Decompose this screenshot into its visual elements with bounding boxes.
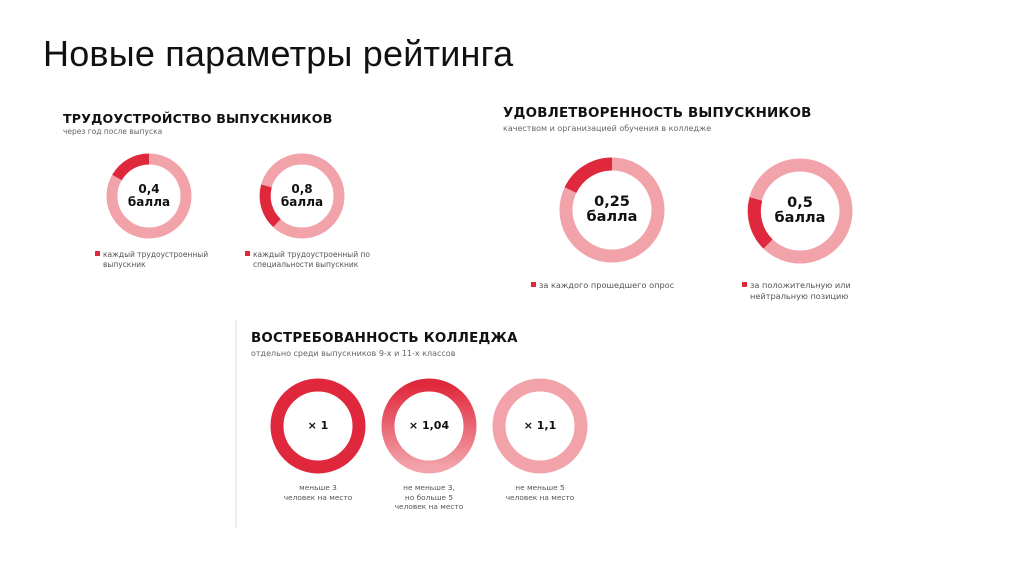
demand-title: ВОСТРЕБОВАННОСТЬ КОЛЛЕДЖА [251,331,518,346]
legend-text: каждый трудоустроенный [103,250,209,259]
caption-text: человек на место [283,492,353,502]
legend-text: каждый трудоустроенный по [253,250,370,259]
donut-ring-icon [747,158,853,264]
donut-ring-icon [259,153,345,239]
satisfaction-title: УДОВЛЕТВОРЕННОСТЬ ВЫПУСКНИКОВ [503,106,812,121]
ring-value: 0,25 балла [559,157,665,263]
ring-value-unit: балла [586,209,638,225]
demand-caption-1: меньше 3 человек на место [263,483,373,502]
employment-title: ТРУДОУСТРОЙСТВО ВЫПУСКНИКОВ [63,111,333,126]
employment-subtitle: через год после выпуска [63,127,163,136]
legend-text: специальности выпускник [253,260,359,270]
employment-legend-2: каждый трудоустроенный по специальности … [245,250,370,270]
satisfaction-legend-1: за каждого прошедшего опрос [531,280,674,291]
ring-icon [270,378,366,474]
ring-value: 0,8 балла [259,153,345,239]
satisfaction-ring-0-5: 0,5 балла [747,158,853,264]
legend-text: за каждого прошедшего опрос [539,280,675,290]
ring-value-number: 0,8 [291,182,313,197]
legend-text: выпускник [103,260,146,270]
ring-icon [381,378,477,474]
caption-text: но больше 5 [404,492,454,502]
ring-value-unit: балла [127,195,171,209]
ring-value-number: 0,5 [787,194,813,211]
demand-caption-3: не меньше 5 человек на место [485,483,595,502]
ring-value: 0,5 балла [747,158,853,264]
demand-subtitle: отдельно среди выпускников 9-х и 11-х кл… [251,349,456,358]
donut-ring-icon [559,157,665,263]
legend-text: за положительную или [750,280,851,290]
ring-value-unit: балла [774,210,826,226]
caption-text: меньше 3 [299,483,337,492]
demand-caption-2: не меньше 3, но больше 5 человек на мест… [374,483,484,512]
satisfaction-legend-2: за положительную или нейтральную позицию [742,280,851,302]
caption-text: не меньше 3, [403,483,455,492]
ring-value: × 1 [307,419,329,433]
ring-value: × 1,04 [408,419,450,433]
ring-icon [492,378,588,474]
ring-value-unit: балла [280,195,324,209]
legend-square-icon [531,282,536,287]
donut-ring-icon [106,153,192,239]
caption-text: человек на место [394,502,464,512]
section-divider [235,320,237,528]
ring-value: × 1,1 [523,419,557,433]
satisfaction-ring-0-25: 0,25 балла [559,157,665,263]
slide-title: Новые параметры рейтинга [43,33,514,74]
satisfaction-subtitle: качеством и организацией обучения в колл… [503,124,712,133]
legend-square-icon [742,282,747,287]
ring-value-number: 0,4 [138,182,160,197]
caption-text: не меньше 5 [515,483,565,492]
ring-value-number: 0,25 [594,193,630,210]
demand-ring-x1-04: × 1,04 [381,378,477,474]
demand-ring-x1: × 1 [270,378,366,474]
legend-text: нейтральную позицию [750,291,849,302]
demand-ring-x1-1: × 1,1 [492,378,588,474]
employment-legend-1: каждый трудоустроенный выпускник [95,250,208,270]
caption-text: человек на место [505,492,575,502]
legend-square-icon [245,251,250,256]
legend-square-icon [95,251,100,256]
ring-value: 0,4 балла [106,153,192,239]
employment-ring-0-4: 0,4 балла [106,153,192,239]
employment-ring-0-8: 0,8 балла [259,153,345,239]
